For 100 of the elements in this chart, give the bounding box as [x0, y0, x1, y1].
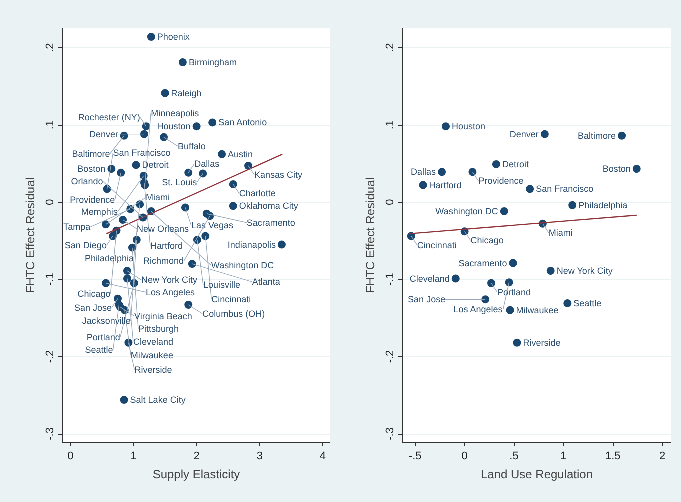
annotation: Detroit [142, 160, 170, 170]
x-tick-label: 4 [320, 450, 326, 462]
point [161, 89, 170, 98]
annotation: Houston [157, 122, 191, 132]
point [526, 185, 534, 194]
annotation: Cleveland [133, 336, 174, 347]
point [178, 58, 187, 66]
y-tick-label: .1 [384, 120, 396, 130]
y-axis-title: FHTC Effect Residual [24, 178, 38, 294]
annotation: Providence [70, 194, 116, 205]
annotation: New York City [556, 266, 614, 276]
y-tick-label: 0 [44, 199, 56, 206]
annotation: Los Angeles [454, 304, 504, 315]
annotation: Miami [548, 228, 573, 238]
point [117, 168, 126, 177]
annotation: Pittsburgh [138, 324, 180, 334]
point [509, 259, 518, 268]
annotation: Memphis [81, 207, 118, 218]
point [188, 260, 196, 268]
annotation: Oklahoma City [239, 201, 299, 212]
annotation: Birmingham [188, 57, 237, 68]
x-tick-label: 1.5 [606, 450, 621, 462]
annotation: Miami [146, 192, 170, 203]
annotation: Dallas [194, 158, 220, 169]
annotation: Dallas [411, 167, 437, 178]
point [468, 168, 477, 176]
point [564, 299, 572, 308]
annotation: Raleigh [171, 88, 202, 98]
annotation: Indianapolis [228, 240, 276, 250]
point [442, 122, 450, 131]
annotation: Providence [478, 176, 524, 186]
annotation: Richmond [144, 256, 184, 266]
point [184, 168, 193, 177]
point [119, 216, 128, 224]
y-tick-label: -.3 [44, 428, 56, 440]
annotation: Milwaukee [516, 305, 559, 316]
y-tick-label: .2 [44, 43, 56, 52]
point [132, 161, 140, 170]
annotation: Hartford [429, 180, 462, 190]
annotation: Louisville [203, 280, 240, 290]
annotation: Baltimore [72, 148, 110, 159]
y-tick-label: .1 [44, 120, 56, 130]
annotation: San Jose [74, 302, 112, 313]
annotation: Phoenix [157, 32, 190, 42]
annotation: Seattle [85, 345, 114, 356]
point [142, 122, 150, 131]
y-tick-label: -.1 [44, 273, 56, 286]
point [618, 132, 626, 140]
x-tick-label: 0 [68, 450, 74, 462]
point [506, 306, 514, 314]
annotation: Atlanta [252, 277, 280, 288]
annotation: Washington DC [436, 206, 499, 217]
x-axis-title: Land Use Regulation [480, 468, 594, 482]
point [540, 130, 549, 138]
y-tick-label: -.2 [44, 350, 56, 364]
point [513, 338, 522, 347]
annotation: Orlando [71, 176, 104, 187]
point [546, 267, 555, 276]
point [120, 396, 128, 404]
point [147, 33, 156, 41]
annotation: Buffalo [178, 141, 206, 152]
annotation: Kansas City [254, 170, 304, 180]
annotation: Cleveland [410, 274, 450, 284]
annotation: Las Vegas [191, 220, 234, 231]
annotation: Cincinnati [212, 294, 252, 304]
point [229, 202, 238, 210]
annotation: Baltimore [578, 130, 616, 141]
annotation: Philadelphia [578, 200, 628, 210]
annotation: Austin [228, 149, 254, 160]
point [505, 278, 514, 287]
annotation: Denver [89, 129, 118, 140]
y-axis-title: FHTC Effect Residual [364, 178, 378, 294]
annotation: Salt Lake City [130, 395, 186, 406]
annotation: Seattle [574, 298, 602, 308]
x-tick-label: 1 [130, 450, 137, 462]
annotation: New Orleans [137, 224, 190, 234]
point [452, 274, 460, 283]
point [160, 133, 168, 142]
annotation: Charlotte [239, 188, 276, 199]
point [419, 181, 428, 190]
x-axis-title: Supply Elasticity [152, 468, 240, 482]
point [199, 170, 208, 178]
x-tick-label: 2 [660, 450, 666, 462]
annotation: Houston [452, 122, 486, 132]
annotation: Riverside [134, 364, 172, 375]
annotation: St. Louis [162, 178, 198, 188]
point [632, 165, 641, 174]
y-tick-label: -.3 [384, 428, 396, 440]
annotation: Rochester (NY) [78, 112, 140, 123]
annotation: Washington DC [211, 260, 275, 271]
annotation: Chicago [78, 288, 111, 299]
y-tick-label: -.2 [384, 350, 396, 364]
annotation: Detroit [502, 159, 530, 170]
y-tick-label: 0 [384, 199, 396, 206]
point [278, 240, 286, 249]
annotation: Denver [510, 129, 539, 140]
annotation: Jacksonville [82, 316, 131, 326]
annotation: Cincinnati [417, 240, 457, 250]
annotation: Riverside [523, 338, 561, 348]
x-tick-label: 0 [462, 450, 468, 462]
